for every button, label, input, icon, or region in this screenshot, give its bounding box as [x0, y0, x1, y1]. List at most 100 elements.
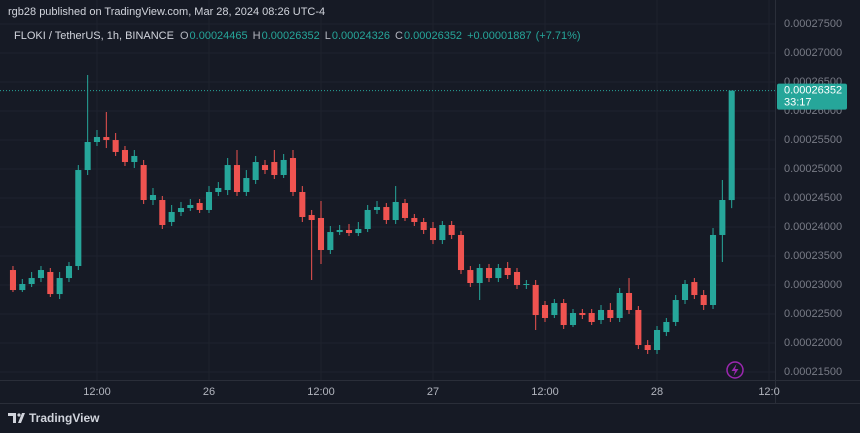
candle-body [93, 137, 101, 142]
legend-value: 0.00026352 [262, 30, 320, 42]
footer-text: TradingView [29, 411, 100, 425]
candle-body [616, 292, 623, 318]
candle-body [345, 229, 353, 234]
candle-body [485, 267, 493, 279]
candle-body [317, 217, 325, 251]
plot-area [0, 75, 775, 355]
candle-body [383, 207, 390, 221]
candle-body [523, 283, 530, 285]
candle-body [159, 200, 166, 226]
candle-body [541, 304, 549, 318]
candle-body [149, 195, 157, 201]
legend-key: C [395, 30, 403, 42]
candle-body [19, 283, 26, 291]
candle-body [597, 309, 605, 321]
candle-body [513, 271, 521, 285]
logo-icon [8, 413, 25, 423]
x-tick-label: 12:00 [307, 386, 335, 398]
candle-body [457, 234, 465, 271]
candle-body [560, 303, 567, 326]
candle-body [532, 284, 539, 316]
candle-body [280, 159, 287, 176]
y-tick-label: 0.00027000 [784, 47, 842, 59]
candle-body [84, 141, 91, 171]
candle-body [644, 345, 651, 351]
candle-body [551, 303, 558, 316]
candle-body [728, 90, 735, 201]
candle-body [625, 292, 633, 310]
x-tick-label: 26 [203, 386, 215, 398]
candle-body [663, 321, 670, 333]
lightning-icon[interactable] [726, 361, 744, 379]
candle-body [37, 270, 45, 279]
candle-body [719, 200, 726, 235]
grid [0, 0, 775, 380]
candle-body [205, 192, 213, 210]
candle-body [681, 283, 689, 301]
y-tick-label: 0.00021500 [784, 366, 842, 378]
candle-body [476, 267, 483, 284]
last-price-label: 0.00026352 [784, 85, 842, 97]
candle-body [75, 170, 82, 267]
candle-body [103, 137, 110, 141]
y-tick-label: 0.00022000 [784, 337, 842, 349]
candle-body [448, 225, 455, 235]
legend-key: O [180, 30, 189, 42]
footer-logo: TradingView [8, 411, 100, 425]
candle-body [177, 208, 185, 213]
candle-body [289, 158, 297, 193]
y-tick-label: 0.00022500 [784, 308, 842, 320]
candle-body [215, 187, 222, 193]
candle-body [47, 271, 54, 295]
candle-body [327, 232, 334, 251]
candle-body [709, 234, 717, 305]
candle-body [252, 162, 259, 180]
candle-body [131, 155, 138, 163]
candle-body [373, 207, 381, 210]
candle-body [439, 225, 446, 241]
y-tick-label: 0.00023500 [784, 250, 842, 262]
legend-change: +0.00001887 [467, 30, 532, 42]
legend-symbol: FLOKI / TetherUS, 1h, BINANCE [14, 30, 174, 42]
candle-body [588, 313, 595, 322]
candle-body [308, 215, 315, 221]
x-tick-label: 12:0 [758, 386, 779, 398]
legend-key: H [253, 30, 261, 42]
candle-body [411, 217, 418, 222]
candle-body [355, 229, 362, 234]
candle-body [140, 165, 147, 201]
logo-dot [17, 413, 21, 417]
candle-body [243, 178, 250, 193]
y-tick-label: 0.00025500 [784, 134, 842, 146]
candle-body [392, 201, 399, 221]
candle-body [504, 267, 511, 276]
legend-value: 0.00026352 [404, 30, 462, 42]
candle-body [168, 212, 175, 222]
candle-body [672, 300, 679, 322]
axes: 0.000275000.000270000.000265000.00026000… [83, 18, 847, 398]
legend-key: L [325, 30, 331, 42]
candle-body [299, 192, 306, 218]
candle-body [467, 270, 474, 284]
candle-body [429, 228, 437, 241]
candle-body [28, 278, 35, 284]
candle-body [187, 204, 194, 209]
x-tick-label: 27 [427, 386, 439, 398]
lightning-bolt [731, 364, 739, 376]
candle-body [607, 309, 614, 318]
candle-body [261, 165, 269, 171]
candle-body [401, 203, 409, 218]
y-tick-label: 0.00027500 [784, 18, 842, 30]
candle-body [336, 229, 343, 233]
legend: FLOKI / TetherUS, 1h, BINANCE O0.00024465… [14, 30, 581, 42]
candle-body [653, 329, 661, 351]
candle-body [121, 150, 129, 163]
y-tick-label: 0.00024500 [784, 192, 842, 204]
candle-body [196, 203, 203, 210]
y-tick-label: 0.00025000 [784, 163, 842, 175]
candle-body [691, 282, 698, 296]
legend-value: 0.00024326 [332, 30, 390, 42]
legend-value: 0.00024465 [190, 30, 248, 42]
